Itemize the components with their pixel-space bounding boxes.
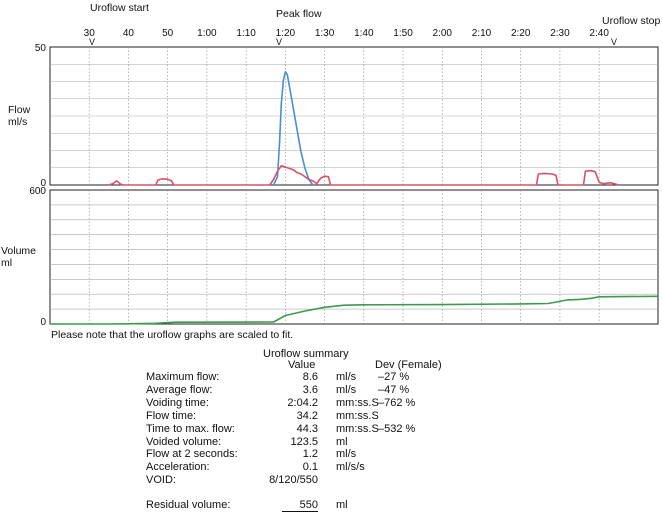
- series-line: [50, 295, 659, 325]
- x-tick-label: 40: [123, 28, 135, 39]
- summary-row-unit: ml: [336, 435, 348, 448]
- summary-row-value: 8/120/550: [269, 474, 318, 487]
- summary-row-label: Time to max. flow:: [146, 422, 235, 435]
- summary-row-unit: mm:ss.S: [336, 396, 379, 409]
- y-tick-label: 0: [40, 178, 46, 189]
- summary-row-unit: mm:ss.S: [336, 422, 379, 435]
- x-tick-label: 1:20: [276, 28, 296, 39]
- stop-marker: V: [611, 37, 618, 47]
- x-tick-label: 1:00: [197, 28, 217, 39]
- summary-row-value: 3.6: [302, 383, 318, 396]
- summary-row-label: Acceleration:: [146, 461, 210, 474]
- summary-row-unit: ml/s: [336, 383, 357, 396]
- summary-row-value: 44.3: [296, 422, 318, 435]
- summary-row-label: Voiding time:: [146, 396, 209, 409]
- residual-value: 550: [299, 499, 318, 511]
- residual-label: Residual volume:: [146, 499, 231, 511]
- value-header: Value: [288, 359, 316, 371]
- summary-row-dev: –532 %: [378, 422, 416, 435]
- summary-row-dev: –27 %: [378, 371, 410, 383]
- x-tick-label: 2:20: [511, 28, 531, 39]
- summary-row-unit: mm:ss.S: [336, 409, 379, 422]
- x-tick-label: 1:50: [393, 28, 413, 39]
- peak-marker: V: [276, 37, 283, 47]
- summary-row-value: 34.2: [296, 409, 318, 422]
- summary-row-value: 8.6: [302, 371, 318, 383]
- uroflow-stop-label: Uroflow stop: [602, 15, 661, 27]
- x-tick-label: 2:00: [433, 28, 453, 39]
- summary-row-unit: ml/s: [336, 371, 357, 383]
- summary-row-label: Maximum flow:: [146, 371, 220, 383]
- uroflow-chart: 30 40 50 1:00 1:10 1:20 1:30 1:40 1:50 2:00 2:10 2:…: [29, 28, 659, 328]
- series-line: [108, 164, 620, 186]
- residual-unit: ml: [336, 499, 348, 511]
- summary-row-label: Voided volume:: [146, 435, 222, 448]
- y-tick-label: 600: [29, 186, 46, 197]
- x-tick-label: 2:40: [589, 28, 609, 39]
- x-tick-label: 50: [162, 28, 174, 39]
- summary-row-label: Average flow:: [146, 383, 213, 396]
- x-tick-label: 1:30: [315, 28, 335, 39]
- x-tick-label: 1:40: [354, 28, 374, 39]
- uroflow-start-label: Uroflow start: [90, 2, 149, 14]
- summary-row-value: 123.5: [290, 435, 318, 448]
- x-tick-label: 2:10: [472, 28, 492, 39]
- dev-header: Dev (Female): [375, 359, 442, 371]
- volume-axis-label: Volume ml: [1, 245, 37, 269]
- x-tick-label: 1:10: [236, 28, 256, 39]
- summary-row-label: VOID:: [146, 474, 176, 487]
- summary-row-value: 0.1: [302, 461, 318, 474]
- panel-frame: [49, 189, 659, 325]
- start-marker: V: [89, 37, 96, 47]
- summary-title: Uroflow summary: [263, 348, 349, 360]
- summary-row-unit: ml/s: [336, 448, 357, 461]
- summary-row-dev: –47 %: [378, 383, 410, 396]
- y-tick-label: 50: [35, 43, 47, 54]
- summary-row-dev: –762 %: [378, 396, 416, 409]
- series-line: [272, 71, 314, 186]
- summary-row-label: Flow at 2 seconds:: [146, 448, 238, 461]
- x-tick-label: 30: [84, 28, 96, 39]
- summary-row-value: 2:04.2: [287, 396, 318, 409]
- flow-axis-label: Flow ml/s: [8, 104, 31, 128]
- x-tick-label: 2:30: [550, 28, 570, 39]
- y-tick-label: 0: [40, 317, 46, 328]
- scale-note: Please note that the uroflow graphs are …: [51, 329, 294, 341]
- summary-row-label: Flow time:: [146, 409, 197, 422]
- peak-flow-label: Peak flow: [276, 8, 322, 20]
- summary-row-value: 1.2: [302, 448, 318, 461]
- summary-row-unit: ml/s/s: [336, 461, 365, 474]
